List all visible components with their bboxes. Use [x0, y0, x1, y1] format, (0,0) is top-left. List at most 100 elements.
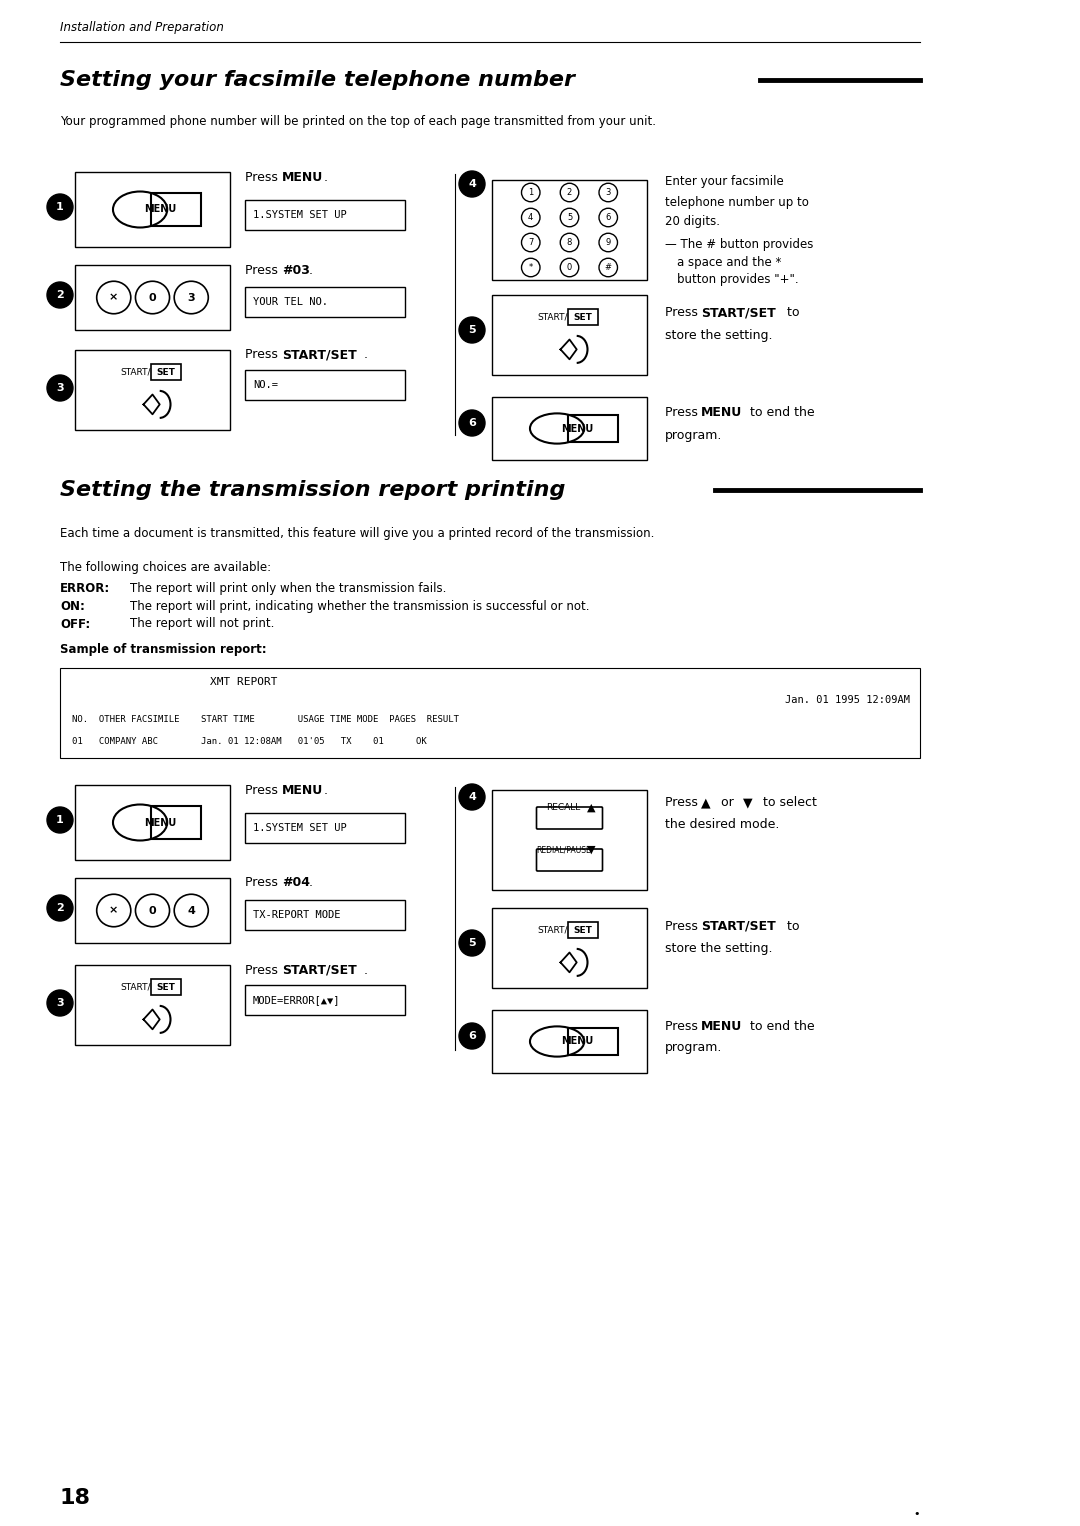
Bar — [150, 980, 180, 995]
Text: 3: 3 — [188, 293, 195, 302]
Text: ×: × — [109, 293, 119, 302]
Circle shape — [48, 375, 73, 401]
Text: telephone number up to: telephone number up to — [665, 195, 809, 209]
Text: 18: 18 — [60, 1488, 91, 1508]
Text: ▲: ▲ — [588, 803, 596, 813]
Text: 2: 2 — [56, 903, 64, 913]
Text: The report will not print.: The report will not print. — [130, 618, 274, 630]
Bar — [75, 349, 230, 430]
Text: START/: START/ — [537, 926, 567, 935]
Bar — [245, 200, 405, 230]
Text: Press: Press — [665, 797, 702, 809]
Text: MENU: MENU — [282, 783, 323, 797]
Bar — [492, 295, 647, 375]
Text: Press: Press — [245, 783, 282, 797]
Text: button provides "+".: button provides "+". — [677, 273, 798, 287]
Text: The report will print only when the transmission fails.: The report will print only when the tran… — [130, 581, 446, 595]
Bar — [75, 172, 230, 247]
Text: Press: Press — [245, 264, 282, 276]
Text: Press: Press — [665, 1019, 702, 1033]
Text: Enter your facsimile: Enter your facsimile — [665, 175, 784, 189]
Text: .: . — [324, 783, 328, 797]
Text: *: * — [528, 262, 532, 272]
Circle shape — [459, 171, 485, 197]
Text: 7: 7 — [528, 238, 534, 247]
Bar — [492, 908, 647, 987]
Text: MENU: MENU — [561, 1036, 593, 1047]
Text: 6: 6 — [468, 418, 476, 427]
Text: START/: START/ — [120, 983, 150, 992]
Bar — [150, 365, 180, 380]
Text: store the setting.: store the setting. — [665, 328, 772, 342]
Text: .: . — [364, 963, 368, 977]
Text: a space and the *: a space and the * — [677, 255, 781, 269]
FancyBboxPatch shape — [537, 848, 603, 871]
Text: Setting your facsimile telephone number: Setting your facsimile telephone number — [60, 70, 575, 90]
Text: MENU: MENU — [701, 406, 742, 420]
Text: MENU: MENU — [282, 171, 323, 183]
Text: Press: Press — [665, 406, 702, 420]
Bar — [245, 984, 405, 1015]
Text: 1.SYSTEM SET UP: 1.SYSTEM SET UP — [253, 823, 347, 833]
Text: to: to — [783, 920, 799, 932]
Bar — [492, 397, 647, 459]
Text: 1.SYSTEM SET UP: 1.SYSTEM SET UP — [253, 211, 347, 220]
Bar — [568, 1027, 618, 1056]
Text: ×: × — [109, 905, 119, 916]
Text: XMT REPORT: XMT REPORT — [210, 678, 278, 687]
Bar — [151, 806, 201, 839]
Circle shape — [48, 896, 73, 922]
Text: 4: 4 — [187, 905, 195, 916]
Circle shape — [459, 410, 485, 436]
Text: START/: START/ — [120, 368, 150, 377]
Text: REDIAL/PAUSE: REDIAL/PAUSE — [536, 845, 591, 855]
Text: #04: #04 — [282, 876, 310, 890]
Circle shape — [48, 194, 73, 220]
Text: 4: 4 — [528, 214, 534, 221]
Circle shape — [459, 1022, 485, 1048]
Text: 0: 0 — [149, 293, 157, 302]
Text: 0: 0 — [149, 905, 157, 916]
Bar — [567, 922, 597, 938]
Text: RECALL: RECALL — [546, 804, 581, 812]
Text: The following choices are available:: The following choices are available: — [60, 562, 271, 574]
Text: .: . — [324, 171, 328, 183]
Text: ▲: ▲ — [701, 797, 711, 809]
Text: 5: 5 — [469, 325, 476, 336]
Text: ON:: ON: — [60, 600, 85, 612]
Text: MENU: MENU — [144, 204, 176, 215]
Text: 1: 1 — [56, 815, 64, 826]
Text: 2: 2 — [56, 290, 64, 301]
Text: Each time a document is transmitted, this feature will give you a printed record: Each time a document is transmitted, thi… — [60, 526, 654, 540]
Text: START/SET: START/SET — [701, 920, 775, 932]
Text: YOUR TEL NO.: YOUR TEL NO. — [253, 298, 328, 307]
Text: Your programmed phone number will be printed on the top of each page transmitted: Your programmed phone number will be pri… — [60, 116, 656, 128]
Text: SET: SET — [573, 926, 592, 935]
Text: 3: 3 — [56, 383, 64, 394]
Bar — [75, 266, 230, 330]
Text: or: or — [717, 797, 738, 809]
Bar — [567, 310, 597, 325]
Text: Setting the transmission report printing: Setting the transmission report printing — [60, 481, 565, 501]
Text: #: # — [605, 262, 611, 272]
Bar — [492, 790, 647, 890]
Text: NO.  OTHER FACSIMILE    START TIME        USAGE TIME MODE  PAGES  RESULT: NO. OTHER FACSIMILE START TIME USAGE TIM… — [72, 716, 459, 725]
Text: Press: Press — [245, 963, 282, 977]
Text: to end the: to end the — [746, 1019, 814, 1033]
Text: START/SET: START/SET — [282, 348, 356, 362]
Text: 0: 0 — [567, 262, 572, 272]
Text: .: . — [364, 348, 368, 362]
Bar — [60, 668, 920, 758]
Bar — [75, 784, 230, 861]
Text: •: • — [914, 1509, 920, 1518]
Text: — The # button provides: — The # button provides — [665, 238, 813, 250]
Bar — [245, 813, 405, 842]
Text: 4: 4 — [468, 179, 476, 189]
Bar — [75, 877, 230, 943]
Text: NO.=: NO.= — [253, 380, 278, 391]
Text: ▼: ▼ — [743, 797, 753, 809]
Text: Press: Press — [245, 348, 282, 362]
Bar — [568, 415, 618, 443]
Text: TX-REPORT MODE: TX-REPORT MODE — [253, 909, 340, 920]
Text: the desired mode.: the desired mode. — [665, 818, 780, 832]
